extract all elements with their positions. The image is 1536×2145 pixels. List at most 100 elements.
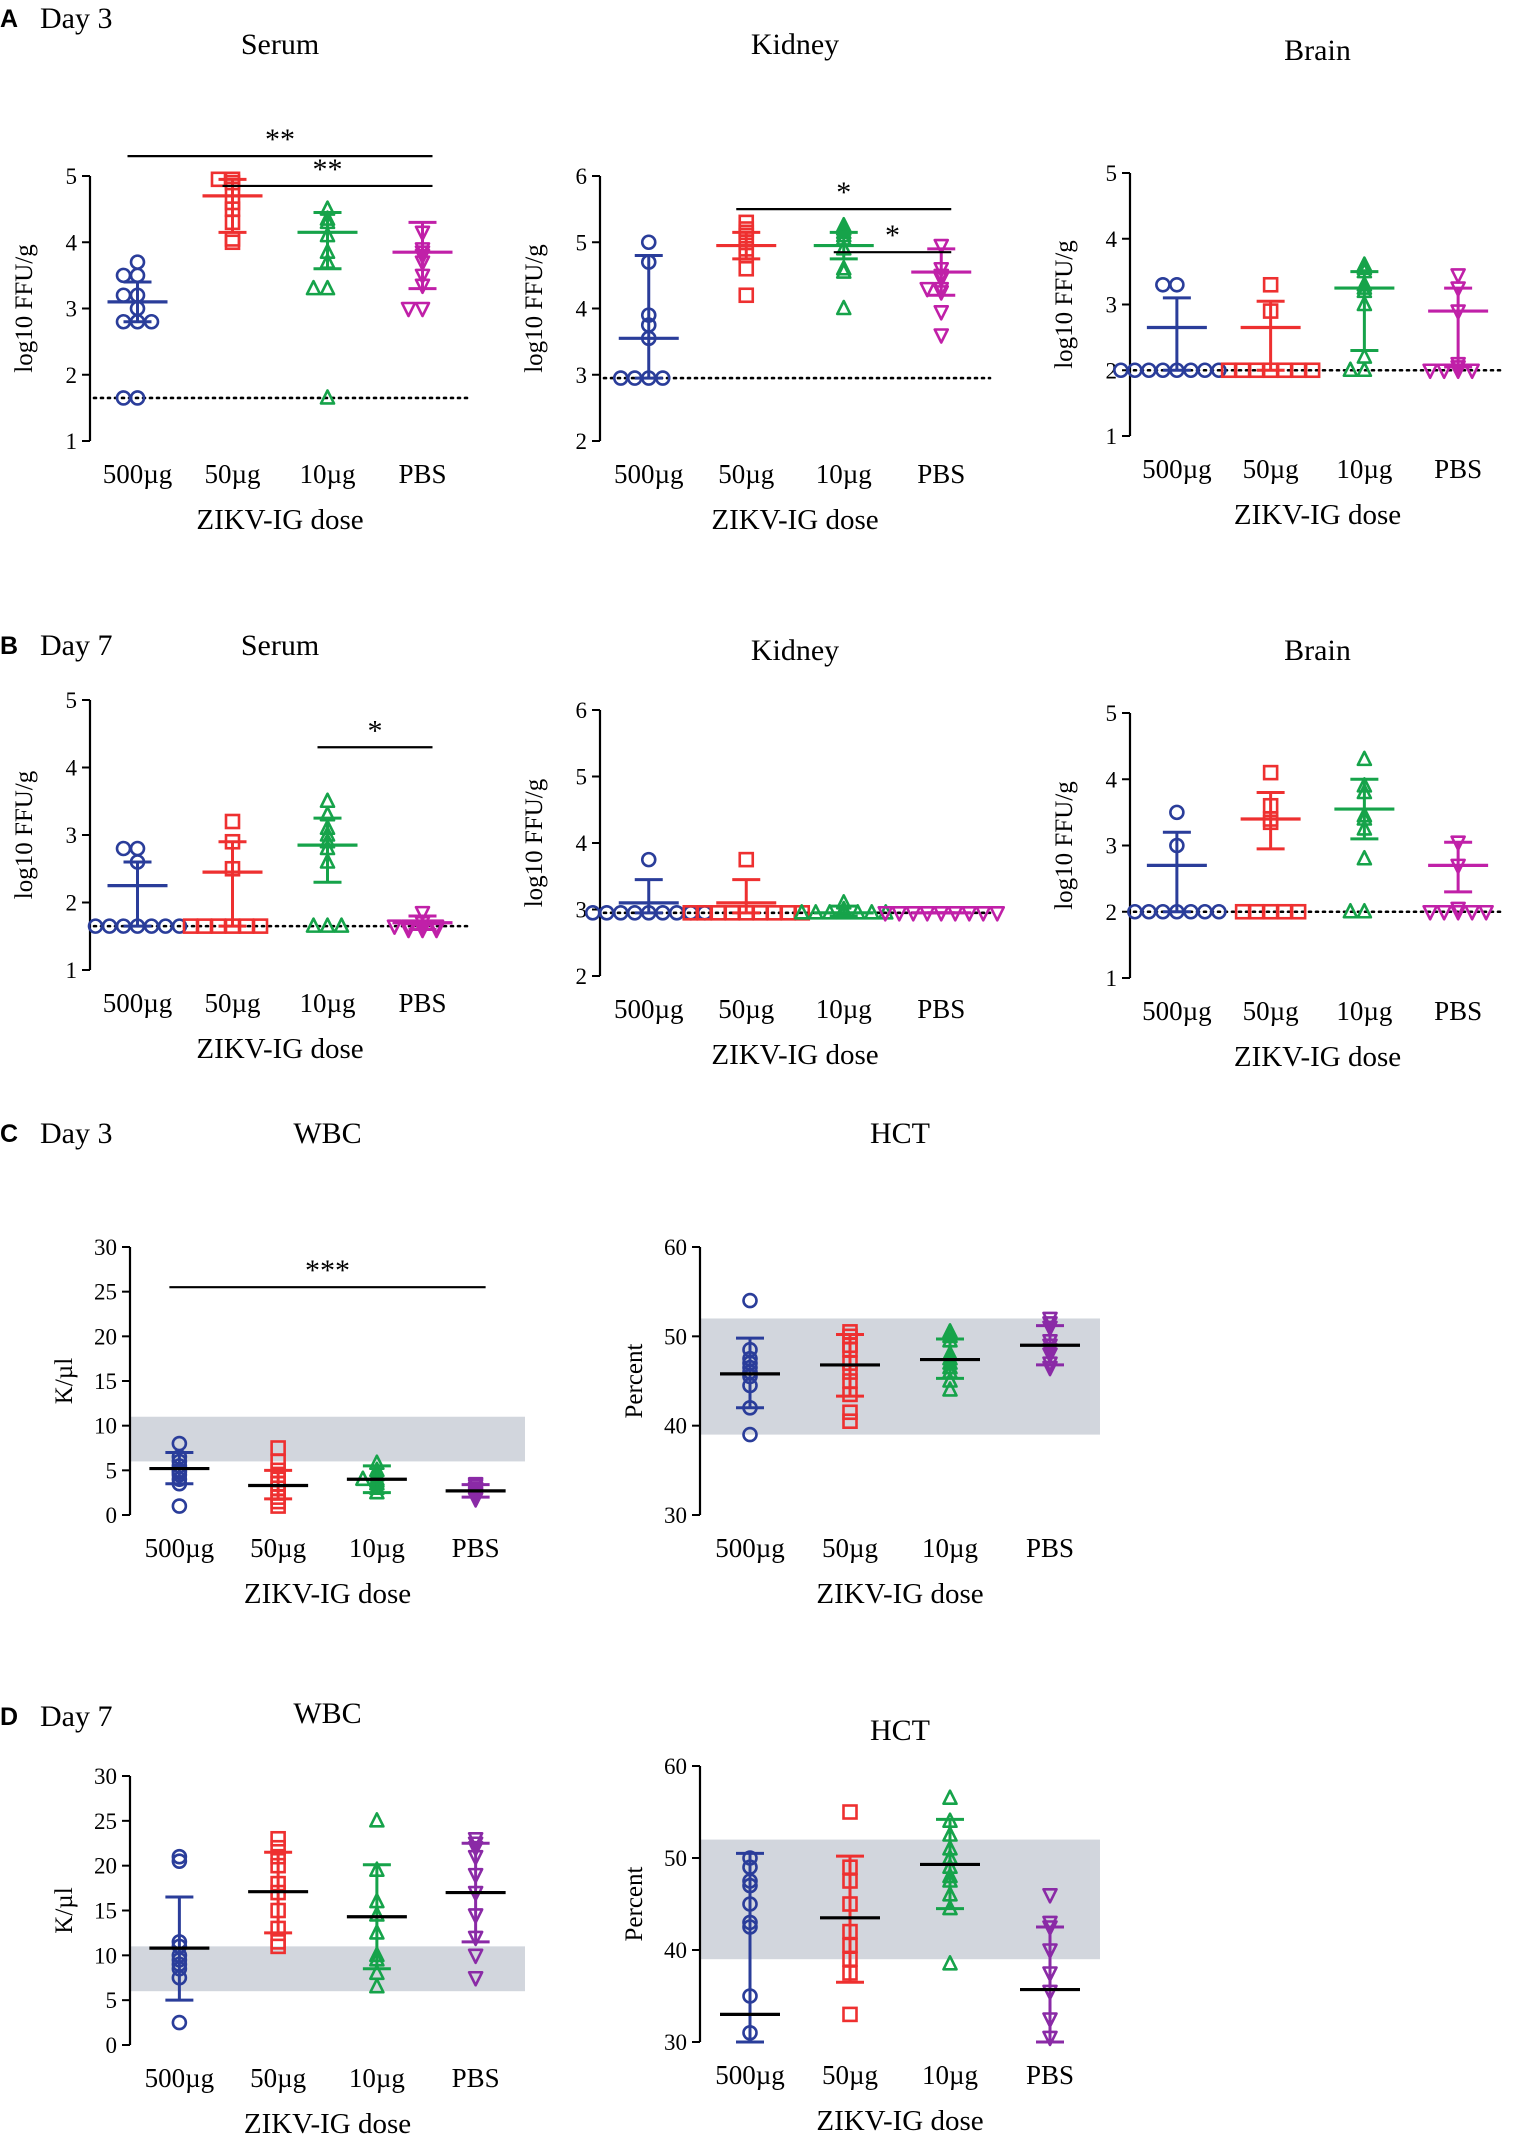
data-point (1464, 904, 1480, 921)
chart-title: HCT (870, 1117, 930, 1150)
y-tick-label: 1 (1106, 424, 1118, 449)
data-point (1169, 276, 1185, 293)
y-tick-label: 2 (1106, 900, 1118, 925)
significance-label: *** (305, 1254, 350, 1287)
x-tick-label: 10µg (1336, 996, 1392, 1026)
y-tick-label: 30 (664, 1503, 687, 1528)
series-500µg (720, 1292, 780, 1443)
data-point (1042, 1888, 1058, 1904)
y-tick-label: 5 (66, 688, 78, 713)
x-axis-label: ZIKV-IG dose (711, 504, 878, 536)
data-point (919, 281, 936, 298)
series-50µg (1234, 764, 1307, 920)
data-point (129, 840, 146, 857)
data-point (975, 906, 992, 922)
data-point (1464, 363, 1480, 380)
data-point (1450, 904, 1466, 921)
y-tick-label: 40 (664, 1938, 687, 1963)
data-point (738, 260, 755, 277)
series-50µg (248, 1440, 309, 1514)
y-tick-label: 3 (576, 363, 588, 388)
significance-label: * (885, 219, 900, 252)
y-tick-label: 5 (1106, 161, 1118, 186)
y-tick-label: 2 (66, 363, 78, 388)
x-tick-label: 50µg (204, 988, 260, 1018)
y-axis-label: K/µl (51, 1358, 78, 1404)
y-tick-label: 30 (94, 1764, 117, 1789)
x-tick-label: 500µg (715, 1533, 785, 1563)
significance-label: ** (313, 153, 343, 186)
y-tick-label: 4 (66, 756, 78, 781)
y-tick-label: 1 (66, 958, 78, 983)
series-10µg (346, 1812, 407, 1994)
data-point (1422, 904, 1438, 921)
x-axis-label: ZIKV-IG dose (816, 2105, 983, 2137)
y-tick-label: 60 (664, 1235, 687, 1260)
data-point (305, 279, 322, 296)
x-tick-label: 50µg (822, 2060, 878, 2090)
data-point (942, 1372, 958, 1388)
series-50µg (1220, 276, 1321, 379)
data-point (842, 1404, 858, 1421)
x-tick-label: PBS (1026, 1533, 1074, 1563)
data-point (1436, 363, 1452, 380)
data-point (428, 919, 445, 935)
series-10µg (1334, 750, 1395, 919)
y-tick-label: 40 (664, 1414, 687, 1439)
y-tick-label: 4 (576, 831, 588, 856)
y-tick-label: 2 (576, 964, 588, 989)
series-PBS (1422, 268, 1489, 380)
chart-B-brain: Brain 1 2 3 4 5 log10 FFU/g 500µg 50µg 10µg PBS ZIK… (1051, 634, 1507, 1073)
y-tick-label: 6 (576, 698, 588, 723)
data-point (171, 1498, 188, 1514)
data-point (1450, 901, 1466, 918)
data-point (1042, 1316, 1058, 1332)
y-tick-label: 20 (94, 1854, 117, 1879)
series-10µg (813, 216, 874, 316)
x-tick-label: 50µg (204, 459, 260, 489)
y-tick-label: 5 (576, 230, 588, 255)
x-tick-label: 500µg (1142, 996, 1212, 1026)
chart-D-wbc: WBC 0 5 10 15 20 25 30 K/µl 500µg 50µg 10µg PBS ZIKV-… (51, 1697, 525, 2140)
data-point (171, 2014, 188, 2031)
x-tick-label: 500µg (614, 994, 684, 1024)
y-tick-label: 25 (94, 1809, 117, 1834)
x-axis-label: ZIKV-IG dose (1234, 499, 1401, 531)
data-point (333, 917, 350, 933)
data-point (1234, 903, 1251, 920)
data-point (1342, 902, 1359, 919)
data-point (171, 1848, 188, 1865)
data-point (1356, 849, 1373, 866)
series-PBS (1020, 1888, 1080, 2047)
data-point (270, 1498, 286, 1514)
y-tick-label: 60 (664, 1754, 687, 1779)
data-point (270, 1938, 286, 1955)
data-point (400, 919, 417, 935)
series-50µg (682, 851, 811, 921)
data-point (835, 263, 852, 279)
normal-range-band (700, 1318, 1100, 1435)
series-PBS (1020, 1311, 1080, 1377)
data-point (224, 234, 241, 251)
panel-day-label: Day 7 (40, 1700, 113, 1733)
series-PBS (911, 238, 972, 344)
x-tick-label: PBS (917, 994, 965, 1024)
y-tick-label: 20 (94, 1324, 117, 1349)
x-tick-label: 50µg (250, 2063, 306, 2093)
series-500µg (612, 234, 679, 386)
x-tick-label: PBS (452, 1533, 500, 1563)
data-point (1042, 1311, 1058, 1328)
x-tick-label: 10µg (349, 1533, 405, 1563)
chart-B-kidney: Kidney 2 3 4 5 6 log10 FFU/g 500µg 50µg 10µg PBS ZI… (521, 634, 1006, 1071)
series-PBS (877, 906, 1006, 922)
data-point (467, 1948, 484, 1965)
y-axis-label: log10 FFU/g (1051, 781, 1078, 910)
series-500µg (584, 851, 713, 921)
data-point (1211, 903, 1227, 920)
data-point (270, 1453, 286, 1470)
data-point (1478, 904, 1494, 921)
y-tick-label: 50 (664, 1846, 687, 1871)
y-tick-label: 50 (664, 1324, 687, 1349)
data-point (835, 299, 852, 316)
data-point (171, 1853, 188, 1869)
